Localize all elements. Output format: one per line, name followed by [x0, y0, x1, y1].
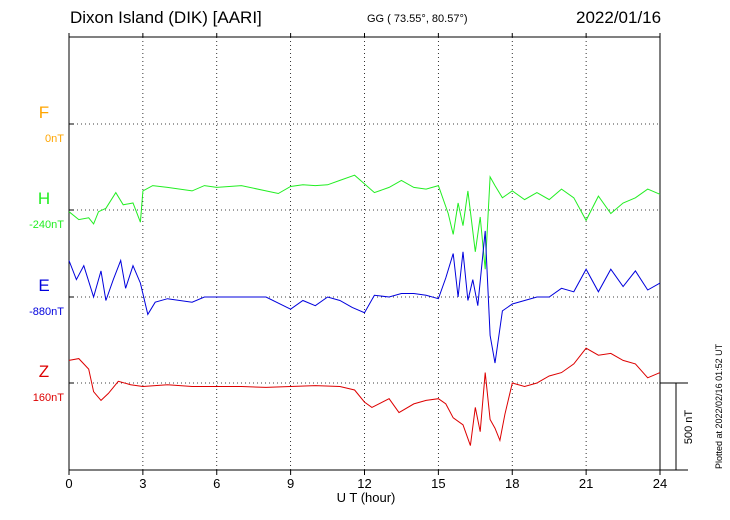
station-title: Dixon Island (DIK) [AARI]: [70, 8, 262, 27]
series-line-E: [68, 230, 661, 364]
x-tick-label: 24: [653, 476, 667, 491]
series-baseline-Z: 160nT: [33, 392, 64, 404]
x-tick-label: 0: [65, 476, 72, 491]
series-name-H: H: [38, 189, 50, 208]
series-baseline-E: -880nT: [29, 306, 64, 318]
x-tick-label: 3: [139, 476, 146, 491]
scale-bar: 500 nT: [660, 382, 695, 471]
x-tick-label: 12: [357, 476, 371, 491]
series-line-H: [68, 174, 661, 270]
x-tick-label: 18: [505, 476, 519, 491]
series-baseline-F: 0nT: [45, 133, 64, 145]
series-baseline-H: -240nT: [29, 219, 64, 231]
series-name-E: E: [38, 276, 49, 295]
x-tick-label: 9: [287, 476, 294, 491]
x-tick-label: 21: [579, 476, 593, 491]
x-tick-label: 15: [431, 476, 445, 491]
series-name-Z: Z: [39, 362, 49, 381]
series-line-Z: [68, 347, 661, 446]
x-axis-label: U T (hour): [337, 490, 396, 505]
scale-bar-label: 500 nT: [683, 410, 695, 445]
x-tick-label: 6: [213, 476, 220, 491]
x-axis-ticks: 0 3 6 9 12 15 18 21 24: [65, 33, 667, 491]
grid: [69, 37, 660, 470]
series-name-F: F: [39, 103, 49, 122]
series-lines: [68, 174, 661, 446]
station-coordinates: GG ( 73.55°, 80.57°): [367, 13, 468, 25]
plot-date: 2022/01/16: [576, 8, 662, 27]
baseline-labels: F 0nT H -240nT E -880nT Z 160nT: [29, 103, 64, 404]
plotted-timestamp: Plotted at 2022/02/16 01:52 UT: [714, 343, 724, 469]
